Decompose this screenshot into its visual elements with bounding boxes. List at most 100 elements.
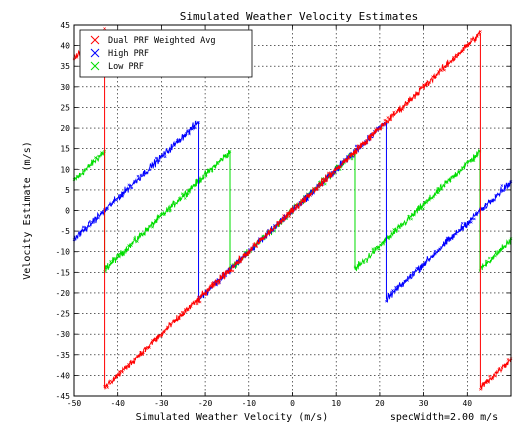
data-point <box>437 70 440 73</box>
data-point <box>306 193 309 196</box>
data-point <box>460 221 464 225</box>
data-point <box>406 279 409 282</box>
data-point <box>491 257 494 260</box>
data-point <box>234 261 238 264</box>
data-point <box>494 254 497 258</box>
data-point <box>425 84 428 87</box>
data-point <box>183 197 187 200</box>
data-point <box>109 202 112 206</box>
data-point <box>416 92 419 96</box>
y-tick-label: -45 <box>56 392 71 401</box>
data-point <box>479 30 482 33</box>
data-point <box>413 213 416 217</box>
data-point <box>106 207 109 211</box>
data-point <box>413 93 416 97</box>
data-point <box>371 133 375 136</box>
data-point <box>404 103 408 107</box>
data-point <box>306 198 309 202</box>
data-point <box>78 174 82 178</box>
data-point <box>407 215 410 218</box>
data-point <box>419 85 422 89</box>
data-point <box>362 141 366 145</box>
data-point <box>440 69 443 72</box>
data-point <box>166 325 169 329</box>
data-point <box>151 339 154 342</box>
data-point <box>433 249 437 253</box>
data-point <box>356 263 360 267</box>
x-tick-label: 10 <box>331 399 341 408</box>
data-point <box>503 188 507 191</box>
data-point <box>252 243 256 246</box>
data-point <box>139 232 142 236</box>
y-tick-label: 45 <box>60 21 70 30</box>
data-point <box>148 168 152 172</box>
data-point <box>124 366 127 370</box>
data-point <box>431 75 434 78</box>
data-point <box>365 141 369 145</box>
data-point <box>353 151 357 155</box>
data-point <box>407 100 411 103</box>
y-tick-label: 0 <box>65 207 70 216</box>
y-tick-label: -15 <box>56 268 71 277</box>
data-point <box>475 154 479 158</box>
data-point <box>264 235 267 239</box>
data-point <box>300 198 303 202</box>
data-point <box>434 193 437 196</box>
legend: Dual PRF Weighted Avg High PRF Low PRF <box>79 29 253 78</box>
data-point <box>177 317 181 321</box>
data-point <box>84 226 88 230</box>
x-tick-label: -20 <box>198 399 213 408</box>
data-point <box>174 319 178 322</box>
data-point <box>142 351 145 354</box>
data-point <box>383 118 387 122</box>
data-point <box>428 81 431 84</box>
data-point <box>84 168 88 171</box>
data-point <box>127 183 131 187</box>
data-point <box>451 176 455 179</box>
x-tick-label: -40 <box>110 399 125 408</box>
y-tick-label: 25 <box>60 103 70 112</box>
legend-box <box>79 29 253 78</box>
legend-marker <box>90 48 100 58</box>
data-point <box>291 208 294 211</box>
data-point <box>362 261 366 264</box>
data-point <box>133 357 136 361</box>
data-point <box>154 219 157 222</box>
data-point <box>216 162 220 166</box>
data-point <box>392 110 396 114</box>
y-tick-label: -40 <box>56 371 71 380</box>
data-point <box>75 55 79 59</box>
data-point <box>210 169 214 172</box>
data-point <box>270 229 273 232</box>
data-point <box>118 252 121 256</box>
data-point <box>249 248 253 252</box>
data-point <box>485 202 488 206</box>
data-point <box>491 198 494 202</box>
data-point <box>166 150 170 153</box>
data-point <box>100 211 103 214</box>
data-point <box>288 215 291 218</box>
data-point <box>246 251 250 255</box>
data-point <box>294 204 297 207</box>
data-point <box>443 68 446 72</box>
data-point <box>470 37 473 41</box>
data-point <box>422 83 425 87</box>
data-point <box>225 155 229 159</box>
data-point <box>157 214 160 217</box>
series-trace <box>73 150 106 181</box>
legend-label: High PRF <box>108 49 149 59</box>
chart-title: Simulated Weather Velocity Estimates <box>180 10 418 23</box>
data-point <box>389 235 393 239</box>
data-point <box>207 168 211 172</box>
data-point <box>109 379 112 383</box>
x-tick-label: -30 <box>154 399 169 408</box>
data-point <box>383 240 387 243</box>
data-point <box>476 34 479 38</box>
data-point <box>148 346 151 349</box>
data-point <box>422 207 425 210</box>
data-point <box>188 132 191 136</box>
data-point <box>473 217 476 221</box>
data-point <box>506 358 510 361</box>
data-point <box>127 363 130 366</box>
data-point <box>97 216 100 220</box>
